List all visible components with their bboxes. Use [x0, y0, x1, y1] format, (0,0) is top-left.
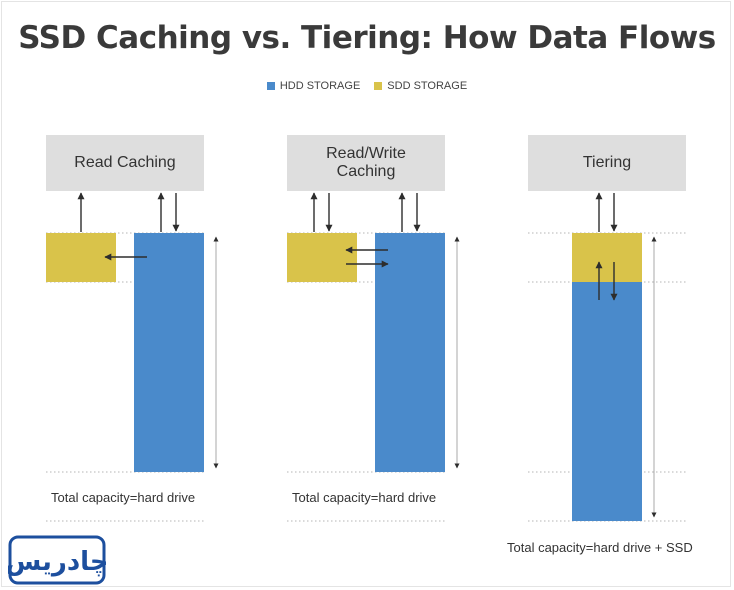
legend-item-hdd: HDD STORAGE [266, 80, 361, 92]
read-caching-box-label: Read Caching [74, 154, 176, 171]
legend: HDD STORAGE SDD STORAGE [0, 80, 734, 92]
read-caching-capacity-caption: Total capacity=hard drive [51, 490, 196, 505]
read-write-caching-box-label-line2: Caching [336, 163, 396, 180]
tiering-hdd-block [572, 282, 642, 521]
legend-swatch-ssd [374, 82, 383, 90]
logo-mark: چادریس [5, 535, 109, 585]
legend-swatch-hdd [266, 82, 275, 90]
read-write-caching-capacity-caption: Total capacity=hard drive [292, 490, 437, 505]
read-write-caching-box-label-line1: Read/Write [326, 145, 406, 162]
read-caching-box: Read Caching [46, 135, 204, 191]
read-write-caching-hdd-block [375, 233, 445, 472]
tiering-box-label: Tiering [582, 154, 632, 171]
read-write-caching-box: Read/Write Caching [287, 135, 445, 191]
read-caching-hdd-block [134, 233, 204, 472]
tiering-box: Tiering [528, 135, 686, 191]
read-write-caching-ssd-block [287, 233, 357, 282]
logo-text: چادریس [8, 547, 106, 577]
tiering-capacity-caption: Total capacity=hard drive + SSD [507, 540, 693, 555]
tiering-ssd-block [572, 233, 642, 282]
legend-label-ssd: SDD STORAGE [387, 80, 468, 92]
diagram-title: SSD Caching vs. Tiering: How Data Flows [18, 20, 716, 56]
legend-item-ssd: SDD STORAGE [374, 80, 467, 92]
site-logo: چادریس [5, 535, 109, 585]
legend-label-hdd: HDD STORAGE [279, 80, 361, 92]
